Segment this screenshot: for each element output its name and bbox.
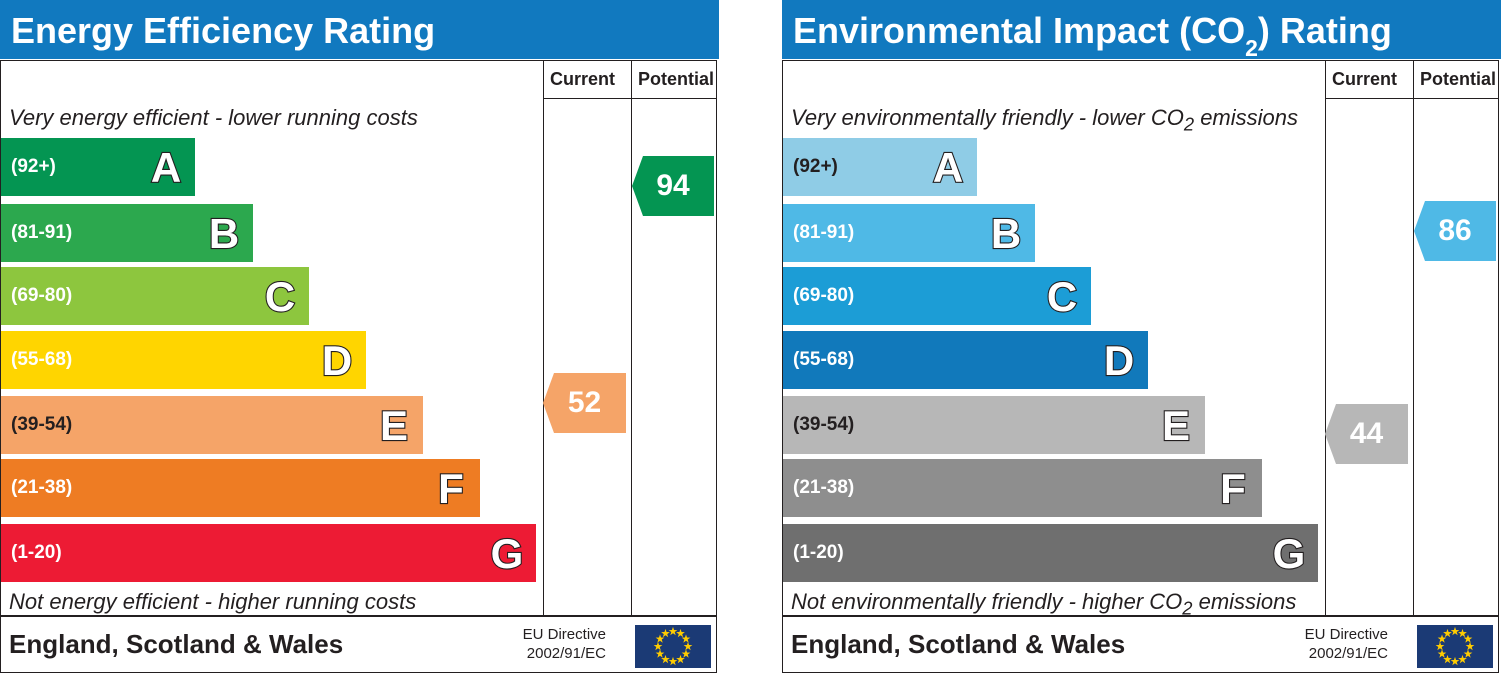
svg-text:A: A bbox=[933, 144, 963, 191]
svg-text:B: B bbox=[209, 210, 239, 257]
svg-text:E: E bbox=[1162, 402, 1190, 449]
svg-text:A: A bbox=[151, 144, 181, 191]
svg-text:C: C bbox=[265, 273, 295, 320]
svg-text:F: F bbox=[1220, 465, 1246, 512]
svg-text:D: D bbox=[322, 337, 352, 384]
svg-text:D: D bbox=[1104, 337, 1134, 384]
svg-text:B: B bbox=[991, 210, 1021, 257]
svg-text:F: F bbox=[438, 465, 464, 512]
svg-text:G: G bbox=[491, 530, 524, 577]
svg-text:E: E bbox=[380, 402, 408, 449]
svg-text:G: G bbox=[1273, 530, 1306, 577]
svg-text:C: C bbox=[1047, 273, 1077, 320]
